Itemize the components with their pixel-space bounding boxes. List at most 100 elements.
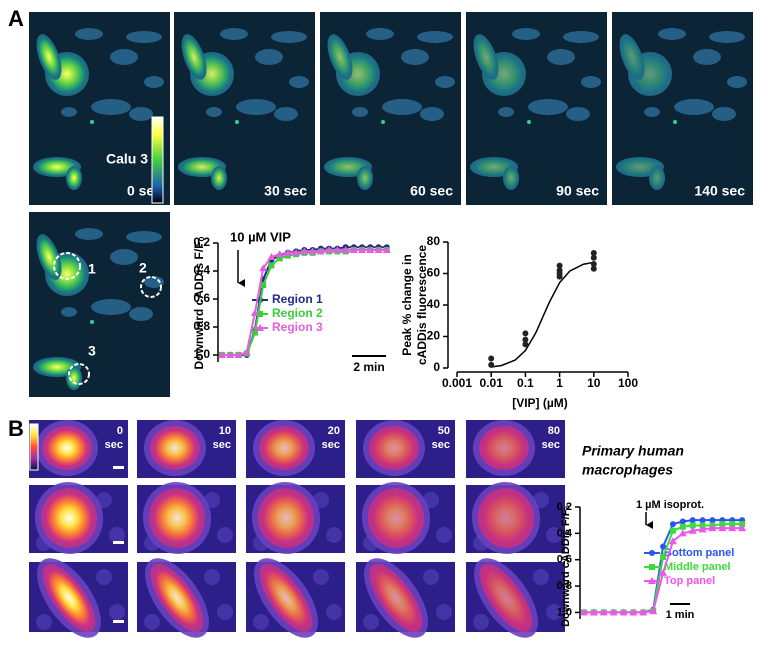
data-point <box>366 246 375 253</box>
cell <box>126 231 162 243</box>
cell <box>369 563 423 633</box>
y-axis-label: Peak % change in <box>400 254 414 355</box>
cell <box>367 488 425 548</box>
y-tick-label: 0.8 <box>193 319 210 333</box>
time-unit: sec <box>432 439 450 451</box>
region-outline <box>53 252 81 280</box>
panel-title: macrophages <box>582 462 673 478</box>
cell <box>42 426 92 470</box>
cell <box>235 120 239 124</box>
cell <box>473 34 499 80</box>
data-point <box>276 255 283 262</box>
data-point <box>590 254 597 261</box>
data-point <box>325 246 334 253</box>
data-point <box>708 524 717 532</box>
panel-label: B <box>8 416 24 441</box>
data-point <box>698 525 707 533</box>
annotation: 10 µM VIP <box>230 229 291 244</box>
cell <box>274 107 298 121</box>
time-label: 20 <box>328 425 340 437</box>
cell <box>220 28 248 40</box>
scale-bar <box>113 466 124 469</box>
data-point <box>639 608 648 616</box>
y-tick-label: 40 <box>427 297 441 311</box>
cell <box>144 276 164 288</box>
time-label: 50 <box>438 425 450 437</box>
time-label: 30 sec <box>264 183 307 199</box>
scale-bar-label: 2 min <box>353 360 384 374</box>
cell <box>236 99 276 115</box>
y-axis-label: Downward cADDis F/Fₒ <box>560 505 572 627</box>
cell <box>259 563 313 633</box>
data-point <box>234 351 243 358</box>
data-point <box>728 524 737 532</box>
time-label: 10 <box>219 425 231 437</box>
background-cell <box>363 614 379 630</box>
region-label: 2 <box>139 260 147 276</box>
x-axis-label: [VIP] (µM) <box>512 396 568 410</box>
legend-marker <box>256 324 264 331</box>
data-point <box>488 355 495 362</box>
cell <box>150 563 204 633</box>
cell <box>150 426 200 470</box>
cell <box>91 99 131 115</box>
data-point <box>619 608 628 616</box>
cell <box>110 249 138 265</box>
cell <box>673 120 677 124</box>
legend-label: Region 3 <box>272 320 323 334</box>
cell <box>619 34 645 80</box>
cell <box>36 34 62 80</box>
cell <box>547 49 575 65</box>
time-label: 80 <box>548 425 560 437</box>
background-cell <box>423 569 439 585</box>
background-cell <box>313 569 329 585</box>
cell <box>42 563 96 633</box>
cell <box>503 166 519 190</box>
y-tick-label: 20 <box>427 329 441 343</box>
cell <box>477 488 535 548</box>
cell <box>61 307 77 317</box>
background-cell <box>253 614 269 630</box>
legend-marker <box>648 577 656 584</box>
data-point <box>590 261 597 268</box>
x-tick-label: 0.1 <box>517 376 534 390</box>
cell <box>498 107 514 117</box>
x-tick-label: 10 <box>587 376 601 390</box>
cell <box>148 488 206 548</box>
legend-label: Top panel <box>664 575 715 587</box>
data-point <box>669 527 676 534</box>
y-tick-label: 0.2 <box>193 235 210 249</box>
cell <box>129 107 153 121</box>
data-point <box>678 529 687 537</box>
data-point <box>358 246 367 253</box>
legend-marker <box>649 550 655 556</box>
data-point <box>589 608 598 616</box>
data-point <box>590 265 597 272</box>
data-point <box>333 246 342 253</box>
data-point <box>590 250 597 257</box>
background-cell <box>96 569 112 585</box>
scale-bar <box>113 541 124 544</box>
background-cell <box>217 604 233 620</box>
data-point <box>242 348 251 356</box>
data-point <box>218 351 226 358</box>
y-tick-label: 0.6 <box>557 554 572 566</box>
background-cell <box>546 527 562 543</box>
data-point <box>689 522 696 529</box>
data-point <box>251 329 258 336</box>
data-point <box>308 247 317 255</box>
y-tick-label: 1.0 <box>193 347 210 361</box>
cell <box>528 99 568 115</box>
cell <box>369 426 419 470</box>
data-point <box>556 262 563 269</box>
y-tick-label: 0.8 <box>557 580 572 592</box>
data-point <box>268 262 275 269</box>
cell <box>381 120 385 124</box>
x-tick-label: 1 <box>556 376 563 390</box>
cell <box>401 49 429 65</box>
y-axis-label: Downward cADDis F/Fₒ <box>192 236 206 369</box>
time-label: 60 sec <box>410 183 453 199</box>
data-point <box>599 608 608 616</box>
y-tick-label: 0.6 <box>193 291 210 305</box>
